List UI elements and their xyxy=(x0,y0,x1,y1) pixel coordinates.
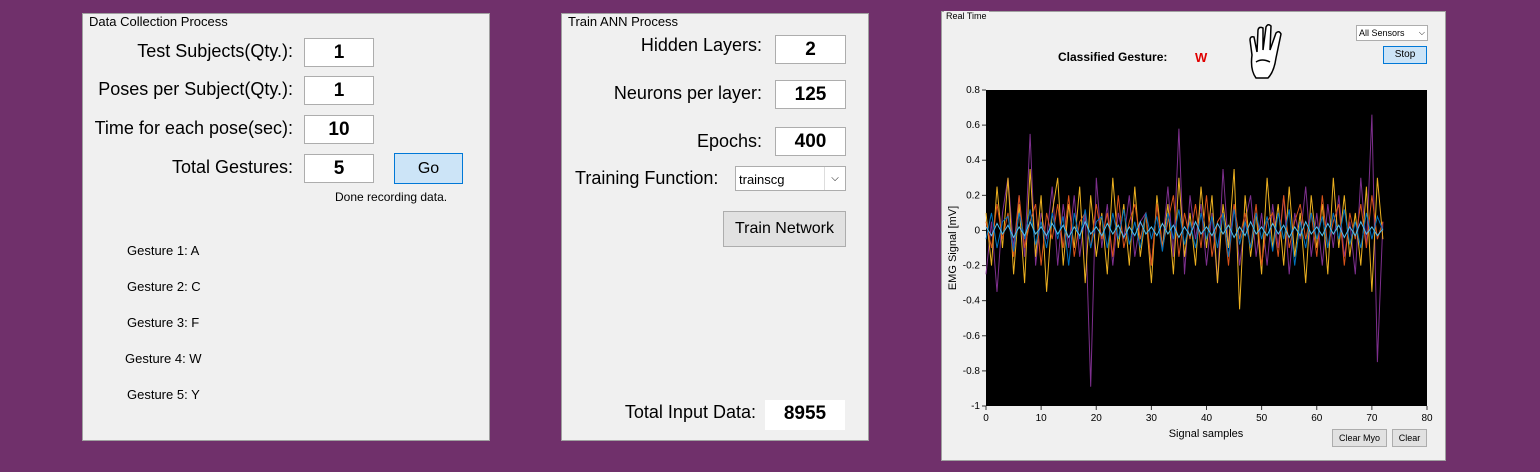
field-input[interactable]: 125 xyxy=(775,80,846,109)
field-label: Poses per Subject(Qty.): xyxy=(98,79,293,99)
train-button[interactable]: Train Network xyxy=(723,211,846,247)
panel-title: Data Collection Process xyxy=(87,14,230,29)
select-value: trainscg xyxy=(739,172,785,187)
x-tick-label: 20 xyxy=(1091,413,1103,424)
status-text: Done recording data. xyxy=(335,190,448,204)
data-collection-panel xyxy=(82,13,490,441)
gesture-item: Gesture 1: A xyxy=(127,243,200,258)
clear-myo-button[interactable]: Clear Myo xyxy=(1332,429,1387,447)
total-value: 8955 xyxy=(765,400,845,430)
x-tick-label: 0 xyxy=(983,413,989,424)
field-input[interactable]: 1 xyxy=(304,76,374,105)
clear-button[interactable]: Clear xyxy=(1392,429,1427,447)
y-tick-label: 0.4 xyxy=(966,155,980,166)
field-label: Training Function: xyxy=(575,168,719,188)
x-tick-label: 70 xyxy=(1366,413,1378,424)
y-tick-label: 0.6 xyxy=(966,120,980,131)
field-label: Total Gestures: xyxy=(171,157,293,177)
field-label: Epochs: xyxy=(696,131,762,151)
field-input[interactable]: 5 xyxy=(304,154,374,183)
field-label: Hidden Layers: xyxy=(640,35,762,55)
y-tick-label: 0.8 xyxy=(966,85,980,96)
sensor-select[interactable]: All Sensors ⌵ xyxy=(1356,25,1428,41)
x-tick-label: 60 xyxy=(1311,413,1323,424)
training-function-select[interactable]: trainscg ⌵ xyxy=(735,166,846,191)
field-label: Time for each pose(sec): xyxy=(94,118,293,138)
gesture-item: Gesture 5: Y xyxy=(127,387,200,402)
gesture-item: Gesture 3: F xyxy=(127,315,200,330)
total-label: Total Input Data: xyxy=(624,402,756,422)
y-tick-label: 0.2 xyxy=(966,190,980,201)
go-button[interactable]: Go xyxy=(394,153,463,184)
x-tick-label: 10 xyxy=(1036,413,1048,424)
field-input[interactable]: 400 xyxy=(775,127,846,156)
panel-title: Real Time xyxy=(944,11,989,21)
y-tick-label: 0 xyxy=(974,225,980,236)
y-tick-label: -0.6 xyxy=(963,331,981,342)
field-label: Test Subjects(Qty.): xyxy=(137,41,293,61)
field-input[interactable]: 10 xyxy=(304,115,374,144)
y-axis-label: EMG Signal [mV] xyxy=(947,206,959,290)
signal-line xyxy=(985,209,1384,266)
signal-line xyxy=(985,114,1384,387)
classified-value: W xyxy=(1195,50,1208,65)
field-input[interactable]: 2 xyxy=(775,35,846,64)
gesture-item: Gesture 4: W xyxy=(125,351,202,366)
field-input[interactable]: 1 xyxy=(304,38,374,67)
signal-line xyxy=(985,220,1384,239)
y-tick-label: -0.4 xyxy=(963,296,981,307)
stop-button[interactable]: Stop xyxy=(1383,46,1427,64)
select-value: All Sensors xyxy=(1359,28,1405,38)
x-tick-label: 50 xyxy=(1256,413,1268,424)
hand-icon xyxy=(1249,23,1282,79)
signal-line xyxy=(985,195,1384,266)
dropdown-arrow: ⌵ xyxy=(824,167,845,190)
y-tick-label: -0.8 xyxy=(963,366,981,377)
x-axis-label: Signal samples xyxy=(1169,428,1244,440)
x-tick-label: 40 xyxy=(1201,413,1213,424)
dropdown-arrow: ⌵ xyxy=(1418,28,1425,37)
field-label: Neurons per layer: xyxy=(613,83,762,103)
classified-label: Classified Gesture: xyxy=(1058,50,1168,64)
gesture-item: Gesture 2: C xyxy=(127,279,201,294)
y-tick-label: -0.2 xyxy=(963,261,981,272)
y-tick-label: -1 xyxy=(971,401,980,412)
x-tick-label: 30 xyxy=(1146,413,1158,424)
panel-title: Train ANN Process xyxy=(566,14,681,29)
x-tick-label: 80 xyxy=(1421,413,1433,424)
